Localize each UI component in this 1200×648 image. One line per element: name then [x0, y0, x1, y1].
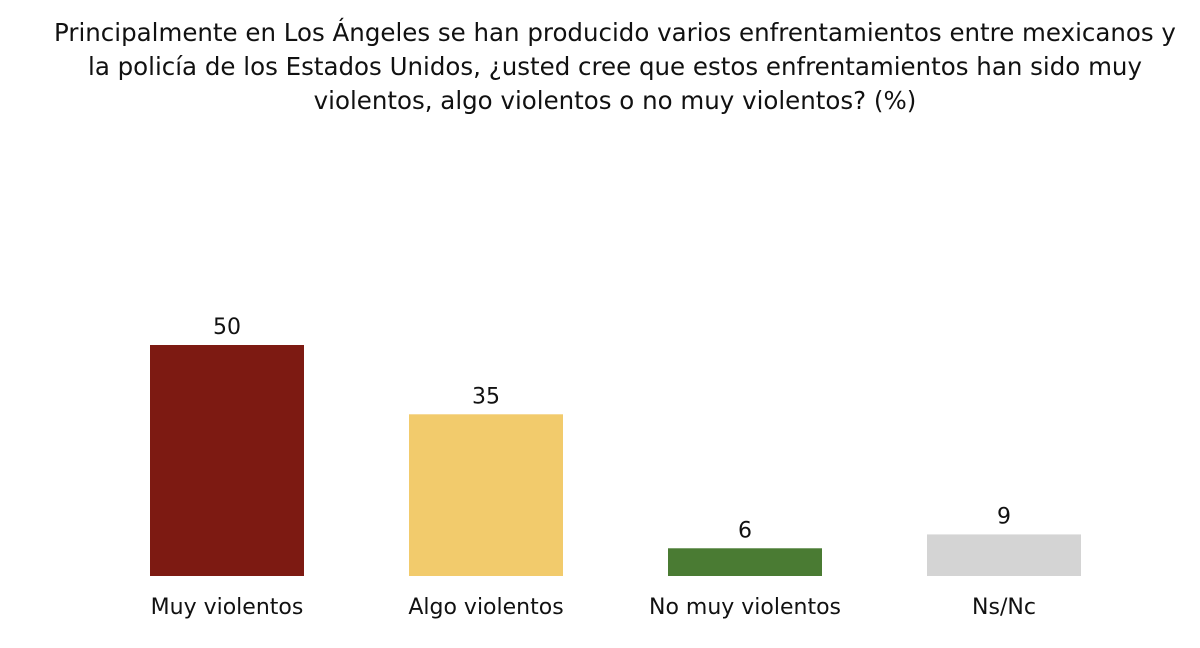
bar-no-muy-violentos	[668, 548, 822, 576]
chart-title: Principalmente en Los Ángeles se han pro…	[54, 18, 1176, 115]
bar-algo-violentos	[409, 414, 563, 576]
category-labels-group: Muy violentos Algo violentos No muy violen…	[151, 595, 1036, 620]
value-label-algo-violentos: 35	[472, 384, 500, 409]
bar-muy-violentos	[150, 345, 304, 576]
value-label-no-muy-violentos: 6	[738, 518, 752, 543]
value-label-ns-nc: 9	[997, 504, 1011, 529]
value-labels-group: 50 35 6 9	[213, 315, 1011, 543]
bar-ns-nc	[927, 534, 1081, 576]
bars-group	[150, 345, 1081, 576]
category-label-muy-violentos: Muy violentos	[151, 595, 304, 620]
category-label-algo-violentos: Algo violentos	[408, 595, 563, 620]
category-label-ns-nc: Ns/Nc	[972, 595, 1036, 620]
category-label-no-muy-violentos: No muy violentos	[649, 595, 841, 620]
value-label-muy-violentos: 50	[213, 315, 241, 340]
